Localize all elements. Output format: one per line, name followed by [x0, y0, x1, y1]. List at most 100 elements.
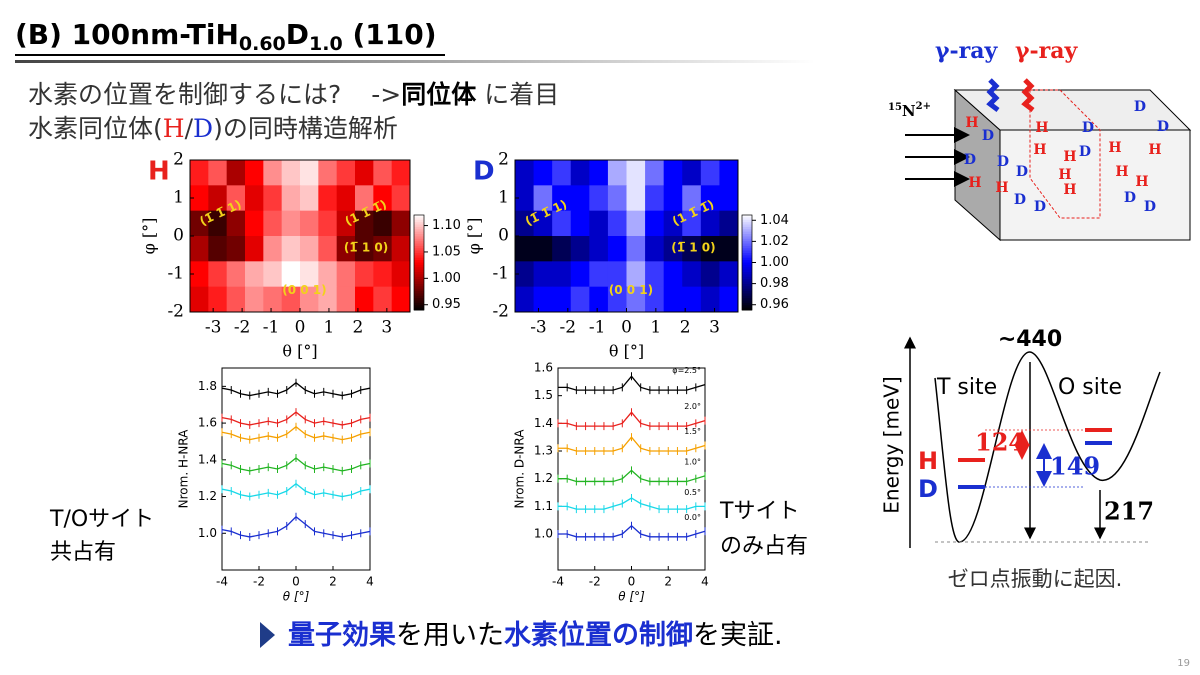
heat-cell — [281, 236, 301, 262]
heat-cell — [300, 261, 319, 288]
colorbar-step — [414, 283, 424, 287]
heat-cell — [589, 236, 609, 262]
colorbar-step — [414, 279, 424, 282]
atom: H — [965, 115, 978, 131]
colorbar-step — [414, 224, 424, 228]
x-tick-label: 0 — [628, 575, 636, 589]
heat-cell — [391, 185, 411, 212]
x-tick-label: 1 — [650, 318, 661, 338]
colorbar-label: 1.02 — [760, 234, 789, 249]
intro-text: / — [185, 114, 194, 143]
colorbar-step — [742, 253, 752, 256]
heat-cell — [515, 286, 535, 313]
colorbar-step — [414, 248, 424, 252]
conclusion-key: 量子効果 — [288, 619, 396, 651]
heat-cell — [700, 185, 720, 212]
heat-cell — [226, 185, 246, 212]
heat-cell — [626, 286, 646, 313]
x-axis-label: θ [°] — [609, 342, 644, 361]
heat-cell — [373, 160, 393, 186]
heat-cell — [719, 185, 739, 212]
y-tick-label: 1 — [498, 188, 509, 208]
series-label: 0.0° — [684, 513, 701, 522]
colorbar-step — [742, 257, 752, 261]
heat-cell — [645, 286, 665, 313]
heat-cell — [336, 286, 356, 313]
atom: H — [1035, 120, 1048, 136]
heat-cell — [355, 236, 374, 262]
colorbar-step — [414, 245, 424, 249]
plot-frame — [221, 367, 371, 571]
atom: D — [1144, 199, 1156, 215]
heat-cell — [245, 236, 264, 262]
heat-cell — [391, 210, 411, 237]
colorbar-step — [414, 293, 424, 297]
colorbar-step — [414, 291, 424, 294]
heat-cell — [245, 160, 264, 186]
colorbar-step — [414, 307, 424, 311]
y-tick-label: 2 — [498, 150, 509, 170]
colorbar-step — [414, 281, 424, 285]
divider — [15, 60, 815, 63]
heat-cell — [533, 261, 553, 288]
heat-cell — [682, 261, 702, 288]
y-tick-label: 1.5 — [534, 388, 553, 402]
side-note: 共占有 — [50, 540, 116, 565]
atom: H — [995, 180, 1008, 196]
x-tick-label: -2 — [253, 575, 265, 589]
heat-cell — [281, 261, 301, 288]
intro-h: H — [163, 114, 185, 143]
heat-cell — [355, 185, 374, 212]
heat-cell — [552, 160, 572, 186]
atom: H — [1063, 182, 1076, 198]
x-tick-label: -1 — [263, 318, 280, 338]
heat-cell — [318, 286, 338, 313]
colorbar-step — [414, 229, 424, 233]
heat-cell — [700, 160, 720, 186]
heat-cell — [626, 261, 646, 288]
heat-cell — [281, 210, 301, 237]
intro-text: 水素同位体( — [28, 114, 163, 143]
heat-cell — [190, 185, 209, 212]
atom: D — [1134, 99, 1146, 115]
heat-cell — [552, 210, 572, 237]
heat-cell — [515, 210, 535, 237]
heat-cell — [570, 210, 590, 237]
x-tick-label: 2 — [352, 318, 363, 338]
colorbar-step — [414, 231, 424, 235]
heat-cell — [391, 261, 411, 288]
colorbar-label: 0.98 — [760, 276, 789, 291]
colorbar-step — [414, 295, 424, 299]
colorbar-step — [414, 219, 424, 223]
heat-cell — [663, 160, 683, 186]
gamma-wave — [1021, 78, 1035, 112]
x-tick-label: 1 — [324, 318, 335, 338]
x-tick-label: 3 — [381, 318, 392, 338]
heat-cell — [318, 236, 338, 262]
peak-label: (1̅ 1 0) — [344, 241, 388, 255]
colorbar-step — [742, 276, 752, 280]
intro-key: 同位体 — [401, 80, 477, 109]
colorbar-label: 0.95 — [432, 297, 461, 312]
heat-cell — [190, 236, 209, 262]
colorbar-step — [742, 236, 752, 240]
box-front — [999, 129, 1191, 241]
colorbar-step — [742, 245, 752, 249]
colorbar-step — [742, 215, 752, 218]
heat-cell — [208, 160, 228, 186]
colorbar-step — [742, 250, 752, 254]
heat-cell — [515, 160, 535, 186]
colorbar-step — [414, 302, 424, 306]
heat-cell — [626, 185, 646, 212]
colorbar-label: 1.05 — [432, 244, 461, 259]
heat-cell — [373, 286, 393, 313]
heat-cell — [190, 286, 209, 313]
colorbar-step — [742, 267, 752, 271]
heat-cell — [263, 236, 283, 262]
colorbar-step — [742, 272, 752, 275]
y-tick-label: 2 — [173, 150, 184, 170]
intro-line: 水素同位体(H/D)の同時構造解析 — [28, 114, 398, 144]
sample-diagram — [905, 78, 1192, 242]
heat-cell — [626, 210, 646, 237]
isotope-label: D — [918, 475, 938, 503]
